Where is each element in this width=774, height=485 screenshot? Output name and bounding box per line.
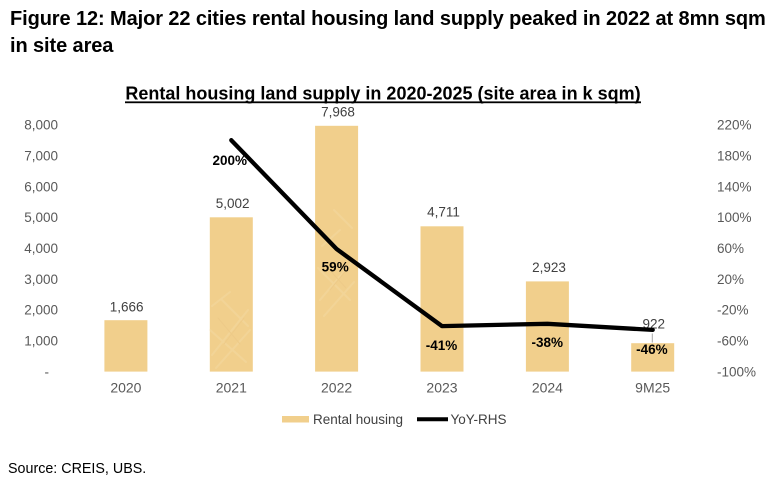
svg-text:2022: 2022 (321, 380, 352, 396)
svg-text:5,002: 5,002 (216, 196, 250, 211)
svg-text:2,000: 2,000 (24, 303, 58, 318)
svg-text:8,000: 8,000 (24, 118, 58, 133)
svg-text:-20%: -20% (717, 303, 749, 318)
svg-text:5,000: 5,000 (24, 210, 58, 225)
svg-text:7,000: 7,000 (24, 149, 58, 164)
svg-text:-60%: -60% (717, 334, 749, 349)
svg-text:Rental housing: Rental housing (313, 412, 403, 427)
svg-text:200%: 200% (213, 153, 248, 168)
svg-text:6,000: 6,000 (24, 179, 58, 194)
svg-text:-: - (45, 364, 50, 379)
svg-text:180%: 180% (717, 149, 752, 164)
svg-text:2021: 2021 (216, 380, 247, 396)
svg-text:20%: 20% (717, 272, 744, 287)
svg-text:2024: 2024 (532, 380, 563, 396)
svg-text:1,000: 1,000 (24, 334, 58, 349)
svg-text:1,666: 1,666 (110, 300, 144, 315)
svg-text:60%: 60% (717, 241, 744, 256)
svg-text:YoY-RHS: YoY-RHS (451, 412, 507, 427)
svg-text:3,000: 3,000 (24, 272, 58, 287)
svg-text:100%: 100% (717, 210, 752, 225)
svg-text:4,711: 4,711 (427, 204, 460, 219)
svg-text:-41%: -41% (426, 338, 458, 353)
svg-text:2023: 2023 (426, 380, 457, 396)
svg-text:220%: 220% (717, 118, 752, 133)
svg-text:4,000: 4,000 (24, 241, 58, 256)
svg-text:140%: 140% (717, 179, 752, 194)
svg-text:59%: 59% (322, 260, 349, 275)
svg-text:2,923: 2,923 (532, 260, 566, 275)
svg-text:7,968: 7,968 (321, 105, 355, 120)
svg-text:9M25: 9M25 (635, 380, 670, 396)
svg-text:-46%: -46% (636, 342, 668, 357)
svg-text:-38%: -38% (532, 335, 564, 350)
svg-text:Rental housing land supply in: Rental housing land supply in 2020-2025 … (125, 83, 640, 103)
svg-text:2020: 2020 (110, 380, 141, 396)
svg-text:-100%: -100% (717, 364, 756, 379)
